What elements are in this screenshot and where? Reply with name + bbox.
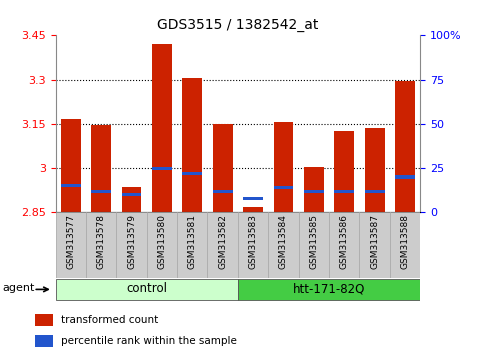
Bar bbox=[116, 212, 147, 278]
Bar bbox=[122, 187, 142, 212]
Bar bbox=[61, 184, 81, 188]
Bar bbox=[177, 212, 208, 278]
Bar bbox=[86, 212, 116, 278]
Bar bbox=[183, 172, 202, 175]
Bar bbox=[238, 279, 420, 300]
Text: percentile rank within the sample: percentile rank within the sample bbox=[60, 336, 237, 346]
Text: GSM313580: GSM313580 bbox=[157, 215, 167, 269]
Text: htt-171-82Q: htt-171-82Q bbox=[293, 282, 365, 296]
Bar bbox=[273, 186, 293, 189]
Bar bbox=[213, 190, 232, 193]
Bar bbox=[365, 129, 384, 212]
Text: GSM313579: GSM313579 bbox=[127, 215, 136, 269]
Title: GDS3515 / 1382542_at: GDS3515 / 1382542_at bbox=[157, 18, 319, 32]
Bar bbox=[35, 314, 53, 326]
Bar bbox=[152, 44, 172, 212]
Bar bbox=[238, 212, 268, 278]
Text: control: control bbox=[126, 282, 167, 296]
Bar bbox=[390, 212, 420, 278]
Bar bbox=[122, 193, 142, 196]
Bar bbox=[152, 167, 172, 170]
Bar bbox=[213, 124, 232, 212]
Text: GSM313587: GSM313587 bbox=[370, 215, 379, 269]
Bar bbox=[243, 206, 263, 212]
Bar bbox=[91, 190, 111, 193]
Text: GSM313578: GSM313578 bbox=[97, 215, 106, 269]
Bar bbox=[61, 120, 81, 212]
Text: GSM313581: GSM313581 bbox=[188, 215, 197, 269]
Bar bbox=[91, 125, 111, 212]
Bar bbox=[273, 122, 293, 212]
Text: GSM313586: GSM313586 bbox=[340, 215, 349, 269]
Text: GSM313585: GSM313585 bbox=[309, 215, 318, 269]
Bar bbox=[329, 212, 359, 278]
Bar bbox=[334, 131, 354, 212]
Text: GSM313582: GSM313582 bbox=[218, 215, 227, 269]
Bar bbox=[35, 335, 53, 347]
Bar bbox=[395, 81, 415, 212]
Text: agent: agent bbox=[3, 282, 35, 292]
Bar bbox=[183, 78, 202, 212]
Bar bbox=[147, 212, 177, 278]
Bar bbox=[298, 212, 329, 278]
Bar bbox=[359, 212, 390, 278]
Text: GSM313584: GSM313584 bbox=[279, 215, 288, 269]
Bar bbox=[243, 196, 263, 200]
Text: GSM313588: GSM313588 bbox=[400, 215, 410, 269]
Bar bbox=[208, 212, 238, 278]
Bar bbox=[56, 212, 86, 278]
Bar bbox=[365, 190, 384, 193]
Bar bbox=[395, 175, 415, 178]
Bar bbox=[304, 167, 324, 212]
Bar bbox=[304, 190, 324, 193]
Bar bbox=[334, 190, 354, 193]
Bar bbox=[56, 279, 238, 300]
Text: GSM313577: GSM313577 bbox=[66, 215, 75, 269]
Text: transformed count: transformed count bbox=[60, 315, 158, 325]
Text: GSM313583: GSM313583 bbox=[249, 215, 257, 269]
Bar bbox=[268, 212, 298, 278]
